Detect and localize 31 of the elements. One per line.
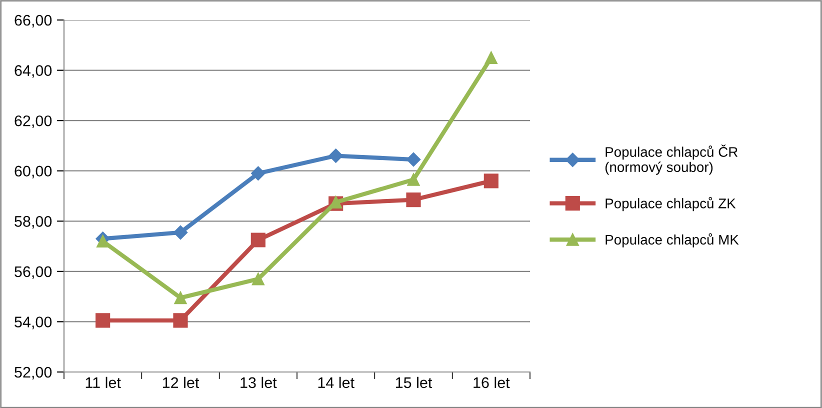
point (251, 166, 266, 180)
point (252, 272, 264, 286)
point (406, 192, 421, 208)
point (174, 292, 187, 304)
y-tick-label: 54,00 (14, 316, 52, 330)
point (484, 174, 498, 188)
y-tick-label: 58,00 (14, 216, 52, 229)
point (173, 225, 188, 240)
y-tick-label: 52,00 (14, 366, 52, 380)
x-tick-label: 12 let (162, 376, 200, 388)
y-tick-label: 56,00 (14, 266, 52, 279)
point (484, 51, 498, 64)
point (96, 313, 110, 328)
y-tick-label: 66,00 (14, 14, 52, 28)
legend-label: Populace chlapců ČR (normový soubor) (605, 144, 738, 175)
x-tick-label: 16 let (474, 376, 510, 388)
y-tick-label: 62,00 (14, 115, 52, 128)
point (407, 173, 420, 186)
y-tick-label: 60,00 (14, 166, 52, 178)
x-tick-label: 14 let (318, 376, 354, 388)
point (406, 152, 421, 167)
x-tick-label: 11 let (86, 376, 121, 388)
point (328, 148, 343, 163)
y-tick-label: 64,00 (14, 65, 52, 78)
legend-label: Populace chlapců MK (606, 233, 739, 248)
point (173, 313, 188, 328)
legend-label: Populace chlapců ZK (606, 197, 736, 212)
point (250, 232, 266, 248)
x-tick-label: 13 let (240, 376, 277, 388)
x-tick-label: 15 let (396, 376, 432, 388)
point (96, 235, 110, 248)
